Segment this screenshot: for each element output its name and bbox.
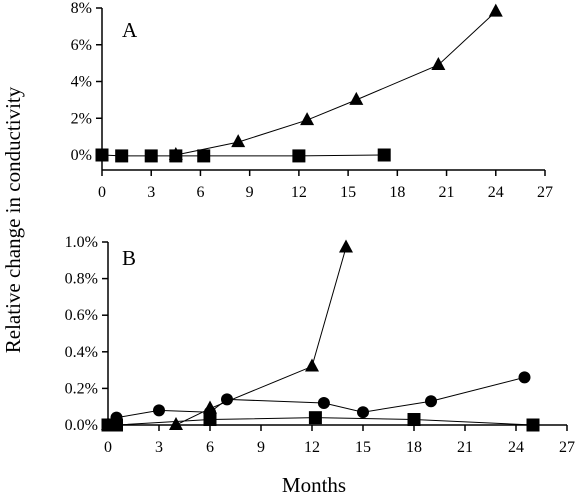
panel-b-chart: 0.0% 0.2% 0.4% 0.6% 0.8% 1.0% 0 3 6 9 12 15 18 21 24 27… bbox=[65, 234, 575, 456]
b-circle-point bbox=[425, 395, 437, 408]
b-x-tick-label: 24 bbox=[508, 439, 524, 456]
a-x-tick-label: 6 bbox=[196, 184, 204, 201]
a-square-point bbox=[115, 149, 129, 163]
a-x-tick-label: 12 bbox=[291, 184, 307, 201]
b-square-point bbox=[526, 418, 540, 432]
panel-a-chart: 0% 2% 4% 6% 8% 0 3 6 9 12 15 18 21 24 27 A bbox=[71, 0, 553, 201]
b-y-tick-label: 0.6% bbox=[65, 307, 98, 324]
b-x-tick-label: 12 bbox=[304, 439, 320, 456]
a-square-point bbox=[144, 149, 158, 163]
a-square-point bbox=[377, 148, 391, 162]
b-triangle-point bbox=[305, 358, 319, 372]
a-y-tick-label: 8% bbox=[71, 0, 92, 17]
b-x-tick-label: 9 bbox=[257, 439, 265, 456]
b-y-tick-label: 0.4% bbox=[65, 344, 98, 361]
a-y-tick-label: 0% bbox=[71, 147, 92, 164]
b-square-point bbox=[110, 418, 123, 432]
b-square-point bbox=[308, 411, 322, 425]
b-circle-point bbox=[153, 404, 165, 417]
b-square-point bbox=[203, 413, 217, 427]
b-x-tick-label: 6 bbox=[206, 439, 214, 456]
b-x-tick-label: 15 bbox=[355, 439, 371, 456]
a-x-tick-label: 0 bbox=[98, 184, 106, 201]
b-circle-series-line bbox=[116, 376, 525, 419]
b-panel-label: B bbox=[122, 246, 136, 270]
b-y-tick-label: 1.0% bbox=[65, 234, 98, 251]
b-square-point bbox=[407, 413, 421, 427]
a-y-tick-label: 4% bbox=[71, 74, 92, 91]
a-triangle-series-line bbox=[175, 11, 497, 156]
a-x-tick-label: 9 bbox=[246, 184, 254, 201]
x-axis-title: Months bbox=[282, 473, 346, 497]
b-y-tick-label: 0.8% bbox=[65, 271, 98, 288]
a-x-tick-label: 21 bbox=[439, 184, 455, 201]
b-circle-point bbox=[317, 397, 330, 410]
a-triangle-point bbox=[300, 112, 315, 126]
a-triangle-point bbox=[231, 134, 246, 148]
b-x-tick-label: 21 bbox=[457, 439, 473, 456]
a-triangle-point bbox=[431, 56, 446, 70]
b-circle-point bbox=[518, 371, 531, 384]
a-y-tick-label: 6% bbox=[71, 37, 92, 54]
b-x-tick-label: 27 bbox=[559, 439, 575, 456]
y-axis-title: Relative change in conductivity bbox=[1, 86, 25, 353]
b-y-tick-label: 0.0% bbox=[65, 417, 98, 434]
b-y-tick-label: 0.2% bbox=[65, 380, 98, 397]
a-panel-label: A bbox=[122, 18, 138, 42]
b-triangle-point bbox=[339, 239, 353, 253]
a-y-tick-label: 2% bbox=[71, 110, 92, 127]
b-triangle-point bbox=[169, 417, 183, 430]
a-square-point bbox=[292, 149, 306, 163]
a-x-tick-label: 3 bbox=[147, 184, 155, 201]
b-circle-point bbox=[221, 393, 233, 406]
a-triangle-point bbox=[349, 91, 364, 105]
a-square-point bbox=[95, 148, 109, 162]
b-x-tick-label: 18 bbox=[406, 439, 422, 456]
a-x-tick-label: 15 bbox=[340, 184, 356, 201]
a-square-series-line bbox=[101, 154, 385, 157]
b-x-tick-label: 0 bbox=[104, 439, 112, 456]
a-x-tick-label: 24 bbox=[488, 184, 504, 201]
b-x-tick-label: 3 bbox=[155, 439, 163, 456]
a-x-tick-label: 27 bbox=[537, 184, 553, 201]
a-square-point bbox=[169, 149, 183, 163]
b-circle-point bbox=[357, 406, 369, 419]
a-square-point bbox=[197, 149, 211, 163]
a-triangle-point bbox=[488, 3, 503, 17]
a-x-tick-label: 18 bbox=[389, 184, 405, 201]
